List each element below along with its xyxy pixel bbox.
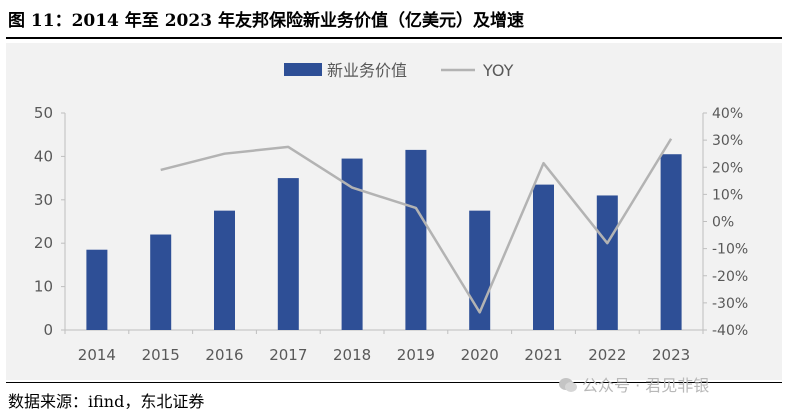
right-tick-label: -10% (712, 242, 748, 258)
left-tick-label: 10 (34, 278, 53, 296)
x-tick-label: 2016 (205, 346, 243, 364)
chart: 新业务价值 YOY 0 10 20 30 40 50 -40% -30% -20% -10% 0% 1… (34, 61, 748, 364)
legend-line-label: YOY (482, 61, 514, 80)
right-tick-label: 40% (712, 106, 743, 122)
x-axis: 2014 2015 2016 2017 2018 2019 2020 2021 2022 2023 (64, 329, 704, 364)
x-tick-label: 2015 (142, 346, 180, 364)
right-tick-label: 10% (712, 187, 743, 203)
wechat-icon (559, 378, 577, 392)
chart-panel: 新业务价值 YOY 0 10 20 30 40 50 -40% -30% -20% -10% 0% 1… (6, 43, 782, 380)
watermark: 公众号 · 君见非银 (558, 372, 709, 396)
x-tick-label: 2018 (333, 346, 371, 364)
bar (533, 184, 554, 330)
right-tick-label: 0% (712, 215, 734, 231)
bar (660, 154, 682, 330)
bar (86, 249, 108, 330)
x-tick-label: 2021 (524, 346, 562, 364)
left-axis: 0 10 20 30 40 50 (34, 104, 66, 339)
legend-bar-swatch (284, 63, 322, 76)
right-axis: -40% -30% -20% -10% 0% 10% 20% 30% 40% (702, 106, 748, 339)
x-tick-label: 2020 (461, 346, 499, 364)
bar (277, 178, 299, 330)
right-tick-label: 20% (712, 160, 743, 176)
line-series (160, 138, 673, 314)
bar (405, 149, 427, 330)
x-tick-label: 2019 (397, 346, 435, 364)
left-tick-label: 40 (34, 147, 53, 165)
bar (341, 158, 363, 330)
title-rule (6, 37, 782, 39)
x-tick-label: 2023 (652, 346, 690, 364)
left-tick-label: 20 (34, 234, 53, 252)
left-tick-label: 50 (34, 104, 53, 122)
right-tick-label: -20% (712, 269, 748, 285)
bar (596, 195, 618, 330)
right-tick-label: -40% (712, 323, 748, 339)
left-tick-label: 0 (43, 321, 53, 339)
right-tick-label: 30% (712, 133, 743, 149)
watermark-text: 公众号 · 君见非银 (582, 376, 710, 395)
source-rule (6, 382, 782, 383)
source-note: 数据来源：ifind，东北证券 (8, 392, 205, 411)
x-tick-label: 2017 (269, 346, 307, 364)
right-tick-label: -30% (712, 296, 748, 312)
x-tick-label: 2014 (78, 346, 116, 364)
x-tick-label: 2022 (588, 346, 626, 364)
left-tick-label: 30 (34, 191, 53, 209)
bar-series (86, 149, 682, 330)
bar (214, 210, 235, 330)
figure-title: 图 11：2014 年至 2023 年友邦保险新业务价值（亿美元）及增速 (8, 11, 524, 31)
legend-bar-label: 新业务价值 (327, 61, 407, 80)
chart-legend: 新业务价值 YOY (284, 61, 514, 80)
bar (150, 234, 172, 330)
